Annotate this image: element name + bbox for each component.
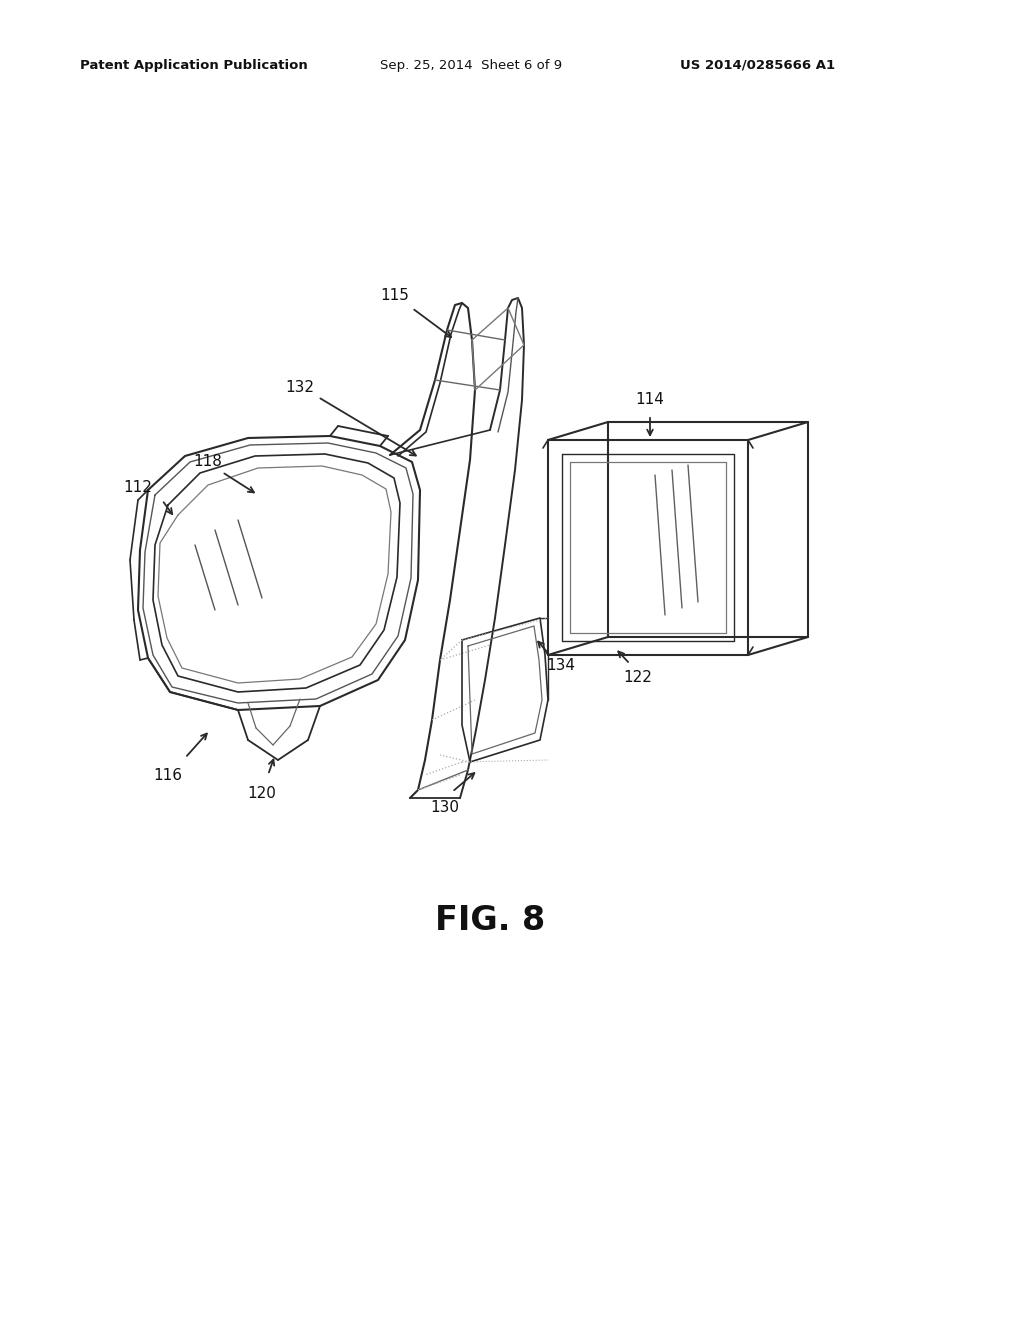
Text: 122: 122 <box>624 671 652 685</box>
Text: 132: 132 <box>286 380 314 396</box>
Text: 112: 112 <box>123 480 152 495</box>
Text: 118: 118 <box>194 454 222 470</box>
Text: US 2014/0285666 A1: US 2014/0285666 A1 <box>680 58 836 71</box>
Text: 130: 130 <box>430 800 460 816</box>
Text: 134: 134 <box>546 657 575 672</box>
Text: FIG. 8: FIG. 8 <box>435 903 545 936</box>
Text: 114: 114 <box>636 392 665 408</box>
Text: 120: 120 <box>248 785 276 800</box>
Text: 115: 115 <box>381 288 410 302</box>
Text: Sep. 25, 2014  Sheet 6 of 9: Sep. 25, 2014 Sheet 6 of 9 <box>380 58 562 71</box>
Text: Patent Application Publication: Patent Application Publication <box>80 58 308 71</box>
Text: 116: 116 <box>154 767 182 783</box>
